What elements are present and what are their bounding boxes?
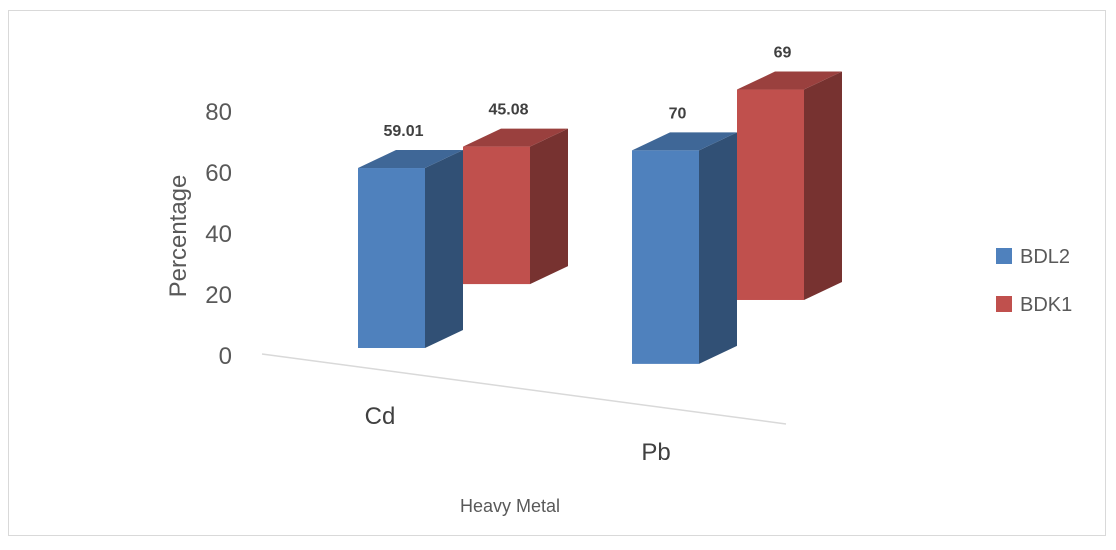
bar-side	[699, 132, 737, 364]
x-axis-title: Heavy Metal	[460, 496, 560, 516]
y-axis-ticks: 0 20 40 60 80	[205, 99, 232, 370]
x-tick-label: Cd	[365, 403, 396, 430]
legend-label: BDL2	[1020, 246, 1070, 268]
floor-line	[261, 353, 787, 425]
data-labels: 45.08 69 59.01 70	[383, 45, 791, 140]
x-tick-label: Pb	[641, 439, 670, 466]
bar-bdk1-cd	[463, 146, 530, 285]
y-tick-label: 20	[205, 282, 232, 309]
legend: BDL2 BDK1	[996, 246, 1072, 316]
bar-side	[804, 71, 842, 300]
bar-side	[530, 128, 568, 285]
legend-swatch	[996, 248, 1012, 264]
data-label: 70	[669, 105, 687, 122]
y-tick-label: 40	[205, 221, 232, 248]
bars-group	[358, 71, 842, 364]
bar-top	[632, 132, 737, 151]
data-label: 59.01	[383, 123, 423, 140]
bar-top	[358, 150, 463, 169]
y-tick-label: 60	[205, 160, 232, 187]
y-tick-label: 0	[219, 343, 232, 370]
bar-top	[463, 128, 568, 147]
data-label: 45.08	[488, 102, 528, 119]
chart-frame	[8, 10, 1106, 536]
category-labels: Cd Pb	[365, 403, 671, 466]
legend-swatch	[996, 296, 1012, 312]
y-axis-title: Percentage	[165, 175, 192, 298]
data-label: 69	[774, 45, 792, 62]
y-tick-label: 80	[205, 99, 232, 126]
bar-side	[425, 150, 463, 348]
chart-floor	[261, 353, 787, 425]
legend-label: BDK1	[1020, 294, 1072, 316]
bar-top	[737, 71, 842, 90]
bar-bdk1-pb	[737, 89, 804, 300]
bar-bdl2-pb	[632, 150, 699, 364]
bar-bdl2-cd	[358, 168, 425, 348]
